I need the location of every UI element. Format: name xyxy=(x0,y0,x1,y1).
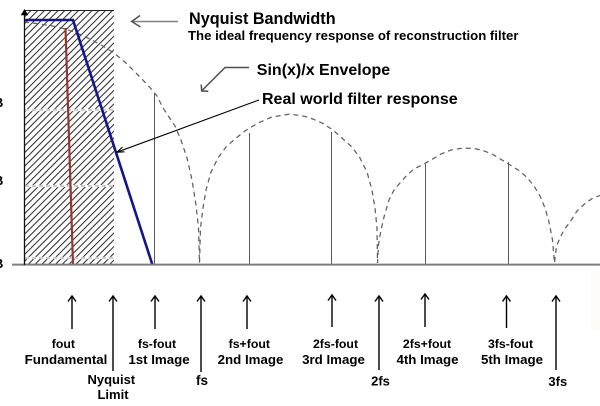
svg-text:fs-fout: fs-fout xyxy=(138,337,176,351)
svg-text:3fs: 3fs xyxy=(548,374,567,389)
svg-text:2fs: 2fs xyxy=(371,374,390,389)
svg-text:1st Image: 1st Image xyxy=(128,352,189,367)
svg-text:fout: fout xyxy=(52,337,75,351)
svg-text:fs+fout: fs+fout xyxy=(229,337,270,351)
svg-text:B: B xyxy=(0,256,3,271)
svg-text:2fs-fout: 2fs-fout xyxy=(313,337,358,351)
svg-text:Fundamental: Fundamental xyxy=(25,352,108,367)
svg-text:Nyquist Bandwidth: Nyquist Bandwidth xyxy=(189,10,336,28)
svg-text:Sin(x)/x Envelope: Sin(x)/x Envelope xyxy=(257,62,390,79)
svg-text:4th Image: 4th Image xyxy=(396,352,458,367)
svg-text:fs: fs xyxy=(196,373,208,388)
svg-text:Nyquist: Nyquist xyxy=(87,372,135,387)
svg-text:B: B xyxy=(0,173,3,188)
svg-text:Real world filter response: Real world filter response xyxy=(262,91,458,108)
svg-text:3rd Image: 3rd Image xyxy=(302,352,365,367)
svg-text:5th Image: 5th Image xyxy=(481,352,543,367)
svg-text:B: B xyxy=(0,95,3,110)
svg-text:Limit: Limit xyxy=(97,387,129,402)
svg-text:3fs-fout: 3fs-fout xyxy=(488,337,533,351)
svg-text:The ideal frequency response o: The ideal frequency response of reconstr… xyxy=(188,28,519,43)
svg-text:2fs+fout: 2fs+fout xyxy=(403,337,451,351)
svg-text:2nd Image: 2nd Image xyxy=(218,352,284,367)
